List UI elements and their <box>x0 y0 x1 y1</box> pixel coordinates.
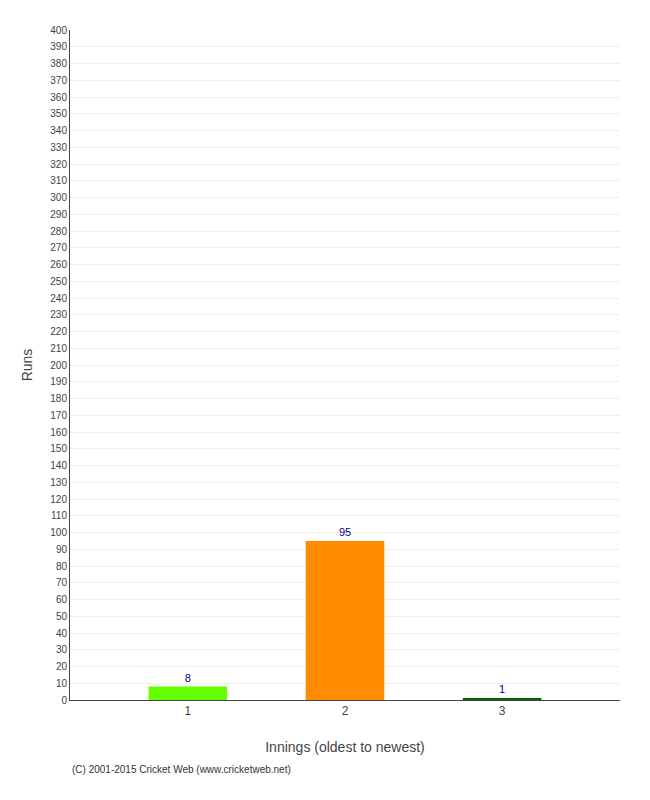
svg-text:30: 30 <box>56 644 68 655</box>
svg-text:130: 130 <box>50 477 67 488</box>
svg-text:350: 350 <box>50 108 67 119</box>
svg-text:300: 300 <box>50 192 67 203</box>
svg-text:230: 230 <box>50 309 67 320</box>
svg-text:1: 1 <box>499 683 505 695</box>
svg-text:180: 180 <box>50 393 67 404</box>
svg-text:1: 1 <box>185 704 192 718</box>
svg-text:110: 110 <box>51 510 67 521</box>
svg-text:320: 320 <box>50 159 67 170</box>
svg-text:40: 40 <box>56 628 68 639</box>
svg-text:50: 50 <box>56 611 68 622</box>
svg-text:3: 3 <box>499 704 506 718</box>
svg-text:340: 340 <box>50 125 67 136</box>
svg-text:(C) 2001-2015 Cricket Web (www: (C) 2001-2015 Cricket Web (www.cricketwe… <box>72 764 291 775</box>
svg-text:190: 190 <box>50 376 67 387</box>
svg-text:8: 8 <box>185 672 191 684</box>
svg-text:2: 2 <box>342 704 349 718</box>
svg-text:Runs: Runs <box>19 349 35 382</box>
svg-text:150: 150 <box>50 443 67 454</box>
svg-text:390: 390 <box>50 41 67 52</box>
svg-text:100: 100 <box>50 527 67 538</box>
svg-text:120: 120 <box>50 494 67 505</box>
svg-text:170: 170 <box>50 410 67 421</box>
svg-text:240: 240 <box>50 293 67 304</box>
svg-text:200: 200 <box>50 360 67 371</box>
svg-text:290: 290 <box>50 209 67 220</box>
svg-text:10: 10 <box>56 678 68 689</box>
svg-text:20: 20 <box>56 661 68 672</box>
svg-text:70: 70 <box>56 577 68 588</box>
svg-text:370: 370 <box>50 75 67 86</box>
svg-text:280: 280 <box>50 226 67 237</box>
svg-text:260: 260 <box>50 259 67 270</box>
svg-text:210: 210 <box>50 343 67 354</box>
svg-text:160: 160 <box>50 427 67 438</box>
svg-text:60: 60 <box>56 594 68 605</box>
svg-text:310: 310 <box>50 175 67 186</box>
svg-text:90: 90 <box>56 544 68 555</box>
svg-text:140: 140 <box>50 460 67 471</box>
svg-text:Innings (oldest to newest): Innings (oldest to newest) <box>265 739 425 755</box>
svg-text:360: 360 <box>50 92 67 103</box>
svg-text:95: 95 <box>339 526 351 538</box>
svg-text:270: 270 <box>50 242 67 253</box>
svg-text:380: 380 <box>50 58 67 69</box>
svg-text:220: 220 <box>50 326 67 337</box>
svg-text:250: 250 <box>50 276 67 287</box>
svg-text:400: 400 <box>50 25 67 36</box>
svg-text:0: 0 <box>61 695 67 706</box>
svg-text:80: 80 <box>56 561 68 572</box>
svg-text:330: 330 <box>50 142 67 153</box>
